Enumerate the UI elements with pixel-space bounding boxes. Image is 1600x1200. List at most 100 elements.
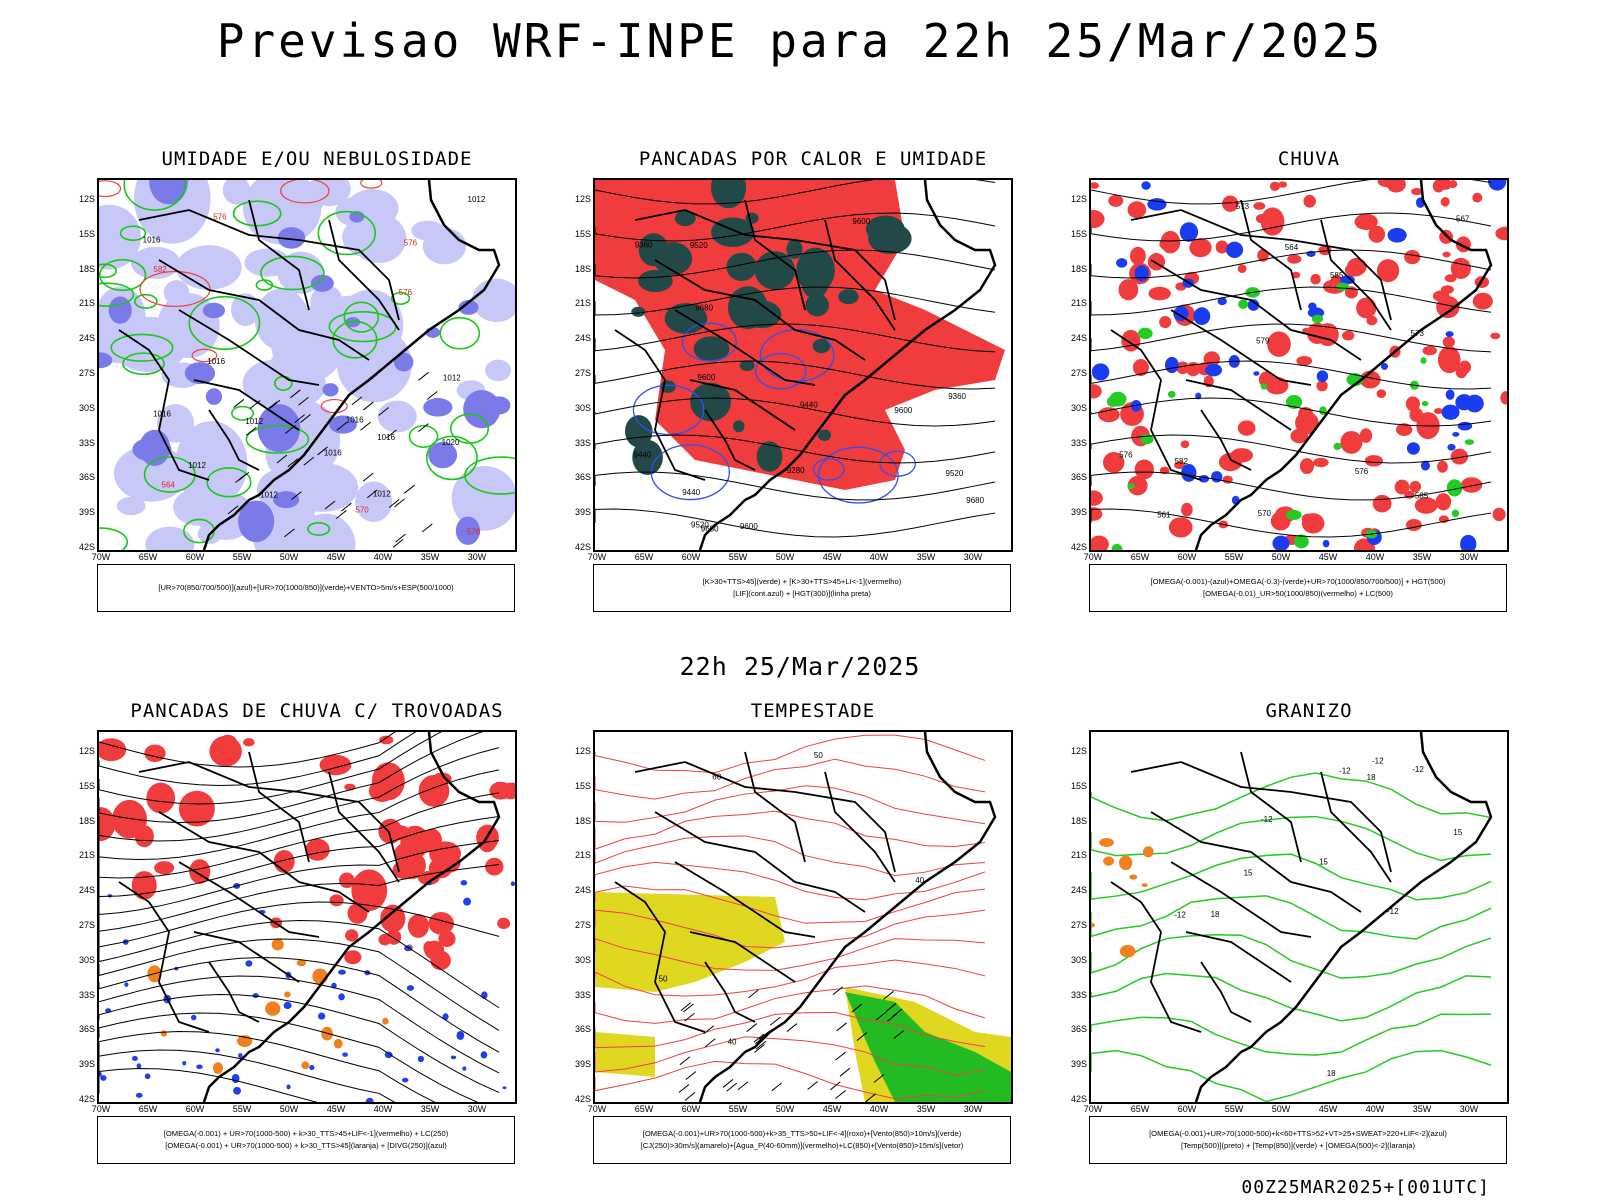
shaded-area <box>1129 874 1138 880</box>
shaded-area <box>1130 400 1142 412</box>
contour-line <box>1091 212 1492 242</box>
legend-text: [OMEGA(-0.01)_UR>50(1000/850)(vermelho) … <box>1203 589 1393 598</box>
shaded-area <box>157 293 220 359</box>
contour-label: 564 <box>162 480 176 489</box>
contour-line <box>99 938 500 1031</box>
lon-tick-label: 40W <box>373 552 393 562</box>
map-panel-umidade: UMIDADE E/OU NEBULOSIDADE 1012 1016 1016 101… <box>77 148 557 636</box>
lat-tick-label: 27S <box>78 368 95 378</box>
wind-vector <box>832 986 844 996</box>
contour-label: 9520 <box>691 521 709 530</box>
contour-line <box>206 467 252 498</box>
contour-line <box>1091 323 1492 353</box>
shaded-area <box>1091 384 1102 399</box>
shaded-area <box>1302 327 1311 334</box>
map-canvas: -12 -12 -12 -12 -12 -12 15 18 15 18 15 18 <box>1091 732 1493 1102</box>
shaded-area <box>1253 371 1260 376</box>
lon-tick-label: 45W <box>822 552 842 562</box>
shaded-area <box>1195 392 1202 400</box>
shaded-area <box>1445 331 1454 338</box>
contour-line <box>99 920 500 1009</box>
shaded-area <box>1109 391 1127 407</box>
shaded-area <box>463 897 472 906</box>
lon-tick-label: 30W <box>1459 552 1479 562</box>
wind-vector <box>235 474 246 483</box>
lat-tick-label: 36S <box>1070 1024 1087 1035</box>
coastline <box>1194 180 1493 550</box>
lat-tick-label: 24S <box>574 885 591 896</box>
shaded-area <box>1181 463 1197 482</box>
shaded-area <box>189 859 211 884</box>
shaded-area <box>1091 922 1095 928</box>
shaded-area <box>726 252 757 282</box>
contour-label: 60 <box>712 773 721 782</box>
contour-line <box>1091 286 1492 316</box>
shaded-area <box>1205 363 1223 377</box>
lon-tick-label: 65W <box>634 1104 654 1114</box>
shaded-area <box>756 441 783 472</box>
contour-line <box>1091 249 1492 279</box>
shaded-area <box>257 404 301 453</box>
shaded-area <box>284 991 291 998</box>
contour-line <box>99 1012 479 1102</box>
lat-tick-label: 27S <box>574 368 591 378</box>
shaded-area <box>1159 315 1172 329</box>
shaded-area <box>1394 479 1410 495</box>
wind-vector <box>386 429 397 439</box>
contour-label: 9440 <box>800 401 818 410</box>
lat-tick-label: 24S <box>574 333 591 344</box>
shaded-area <box>344 950 362 965</box>
shaded-area <box>1237 420 1256 436</box>
shaded-area <box>1168 517 1193 538</box>
contour-line <box>408 424 439 448</box>
wind-vector <box>856 1032 868 1041</box>
contour-label: 15 <box>1319 857 1328 866</box>
shaded-area <box>149 180 189 205</box>
shaded-area <box>1313 457 1329 468</box>
lon-tick-label: 50W <box>279 552 299 562</box>
lon-tick-label: 30W <box>467 552 487 562</box>
shaded-area <box>406 985 415 991</box>
wind-vector <box>266 401 278 411</box>
shaded-area <box>351 869 388 912</box>
forecast-time-label: 22h 25/Mar/2025 <box>679 652 921 681</box>
shaded-area <box>838 289 859 305</box>
wind-vector <box>336 421 348 431</box>
lat-tick-label: 30S <box>574 954 591 965</box>
wind-vector <box>753 1033 765 1043</box>
shaded-area <box>1437 346 1461 374</box>
contour-label: 9600 <box>698 373 716 382</box>
contour-label: -12 <box>1412 765 1424 774</box>
wind-vector <box>341 502 352 512</box>
shaded-area <box>1141 883 1148 888</box>
lat-tick-label: 36S <box>574 1024 591 1035</box>
legend-box: [UR>70(850/700/500)](azul)+[UR>70(1000/8… <box>97 564 515 612</box>
lat-tick-label: 42S <box>1070 1094 1087 1104</box>
shaded-area <box>1457 421 1473 431</box>
state-border <box>158 259 370 361</box>
map-canvas: 9680 9680 9680 9600 9600 9600 9520 9520 9520 9440… <box>595 180 1005 550</box>
shaded-area <box>1285 509 1302 520</box>
shaded-area <box>342 215 405 259</box>
shaded-area <box>1296 355 1313 366</box>
shaded-area <box>1272 535 1290 550</box>
shaded-area <box>202 302 225 319</box>
state-border <box>704 409 756 471</box>
wind-vector <box>290 389 301 399</box>
contour-line <box>1091 895 1492 940</box>
shaded-area <box>132 1055 138 1061</box>
wind-vector <box>336 510 347 519</box>
shaded-area <box>472 278 515 323</box>
contour-line <box>595 758 986 800</box>
shaded-area <box>1333 442 1342 451</box>
contour-label: 9440 <box>634 451 652 460</box>
main-title: Previsao WRF-INPE para 22h 25/Mar/2025 <box>216 14 1384 68</box>
wind-vector <box>683 1003 694 1013</box>
legend-text: [UR>70(850/700/500)](azul)+[UR>70(1000/8… <box>158 583 454 592</box>
contour-line <box>99 258 147 292</box>
shaded-area <box>295 513 356 550</box>
contour-line <box>595 212 996 242</box>
shaded-area <box>1409 480 1422 493</box>
legend-box: [OMEGA(-0.001) + UR>70(1000-500) + k>30_… <box>97 1116 515 1164</box>
shaded-area <box>1295 411 1319 435</box>
